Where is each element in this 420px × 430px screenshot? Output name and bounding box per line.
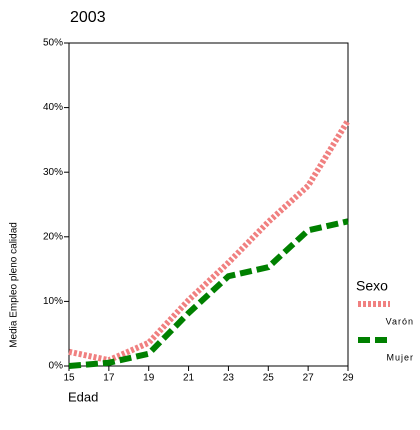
x-tick-label: 17: [103, 373, 115, 384]
x-tick-label: 21: [183, 373, 195, 384]
x-tick-label: 19: [143, 373, 155, 384]
x-tick-label: 23: [223, 373, 235, 384]
legend-label: Varón: [386, 316, 414, 326]
series-line: [68, 118, 351, 364]
x-axis-label: Edad: [68, 389, 98, 404]
legend-label: Mujer: [386, 352, 414, 362]
y-tick-label: 20%: [43, 231, 63, 242]
x-tick-label: 29: [342, 373, 354, 384]
x-tick-label: 27: [303, 373, 315, 384]
x-tick-label: 25: [263, 373, 275, 384]
y-tick-label: 50%: [43, 38, 63, 49]
y-tick-label: 40%: [43, 102, 63, 113]
y-tick-label: 10%: [43, 296, 63, 307]
y-axis-label: Media Empleo pleno calidad: [9, 222, 20, 348]
y-tick-label: 30%: [43, 167, 63, 178]
plot-frame: [68, 42, 349, 367]
legend-title: Sexo: [356, 278, 388, 294]
series-line: [68, 218, 349, 369]
y-tick-label: 0%: [49, 361, 64, 372]
chart-title: 2003: [70, 9, 106, 26]
x-tick-label: 15: [63, 373, 75, 384]
